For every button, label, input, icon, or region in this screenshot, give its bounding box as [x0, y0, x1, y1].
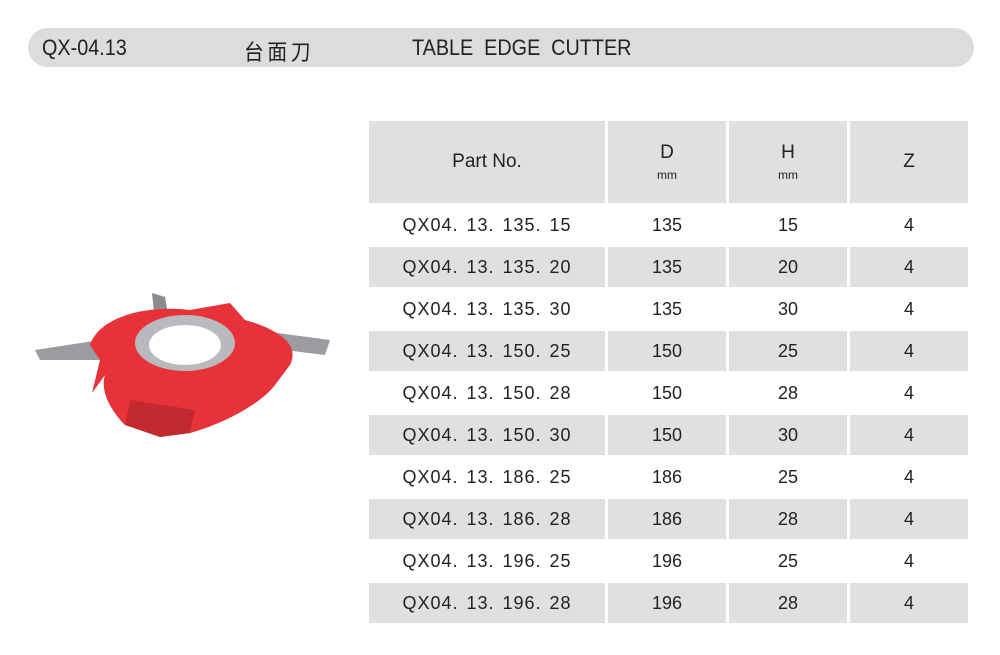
cell-d: 135 [651, 298, 683, 319]
cell-h: 15 [777, 214, 799, 235]
table-row: QX04. 13. 150. 25 150 25 4 [369, 331, 968, 371]
cutter-image [35, 293, 330, 437]
cell-z: 4 [903, 298, 914, 319]
cell-part-no: QX04. 13. 135. 15 [402, 214, 572, 235]
table-row: QX04. 13. 135. 15 135 15 4 [369, 205, 968, 245]
cell-z: 4 [903, 550, 914, 571]
cell-z: 4 [903, 214, 914, 235]
cell-z: 4 [850, 415, 968, 455]
cell-h: 28 [777, 382, 799, 403]
cell-h: 25 [777, 466, 799, 487]
table-row: QX04. 13. 196. 28 196 28 4 [369, 583, 968, 623]
cell-d: 196 [608, 583, 726, 623]
header-z: Z [850, 121, 968, 203]
cell-d: 186 [608, 499, 726, 539]
cell-z: 4 [850, 499, 968, 539]
cell-z: 4 [903, 466, 914, 487]
cell-part-no: QX04. 13. 196. 28 [369, 583, 605, 623]
table-row: QX04. 13. 150. 30 150 30 4 [369, 415, 968, 455]
cell-h: 28 [729, 499, 847, 539]
cell-d: 135 [608, 247, 726, 287]
cell-h: 20 [729, 247, 847, 287]
cell-h: 30 [729, 415, 847, 455]
cell-d: 150 [651, 382, 683, 403]
cell-part-no: QX04. 13. 150. 30 [369, 415, 605, 455]
cell-h: 30 [777, 298, 799, 319]
cell-z: 4 [850, 331, 968, 371]
cell-part-no: QX04. 13. 186. 25 [402, 466, 572, 487]
cell-h: 25 [729, 331, 847, 371]
cell-d: 186 [651, 466, 683, 487]
cell-part-no: QX04. 13. 186. 28 [369, 499, 605, 539]
product-title-cn: 台面刀 [244, 40, 315, 65]
table-row: QX04. 13. 150. 28 150 28 4 [369, 373, 968, 413]
cell-z: 4 [850, 583, 968, 623]
cell-z: 4 [850, 247, 968, 287]
cell-d: 150 [608, 415, 726, 455]
cell-h: 25 [777, 550, 799, 571]
cell-h: 28 [729, 583, 847, 623]
cell-d: 196 [651, 550, 683, 571]
cell-z: 4 [903, 382, 914, 403]
table-row: QX04. 13. 135. 20 135 20 4 [369, 247, 968, 287]
cell-part-no: QX04. 13. 150. 25 [369, 331, 605, 371]
product-title-en: TABLE EDGE CUTTER [412, 35, 632, 60]
product-code: QX-04.13 [42, 35, 127, 60]
title-bar: QX-04.13 台面刀 TABLE EDGE CUTTER [28, 28, 974, 67]
cell-part-no: QX04. 13. 150. 28 [402, 382, 572, 403]
table-row: QX04. 13. 196. 25 196 25 4 [369, 541, 968, 581]
cell-part-no: QX04. 13. 135. 30 [402, 298, 572, 319]
table-row: QX04. 13. 135. 30 135 30 4 [369, 289, 968, 329]
cell-part-no: QX04. 13. 135. 20 [369, 247, 605, 287]
cell-part-no: QX04. 13. 196. 25 [402, 550, 572, 571]
table-row: QX04. 13. 186. 25 186 25 4 [369, 457, 968, 497]
cell-d: 150 [608, 331, 726, 371]
cell-d: 135 [651, 214, 683, 235]
table-row: QX04. 13. 186. 28 186 28 4 [369, 499, 968, 539]
header-part-no: Part No. [369, 121, 605, 203]
